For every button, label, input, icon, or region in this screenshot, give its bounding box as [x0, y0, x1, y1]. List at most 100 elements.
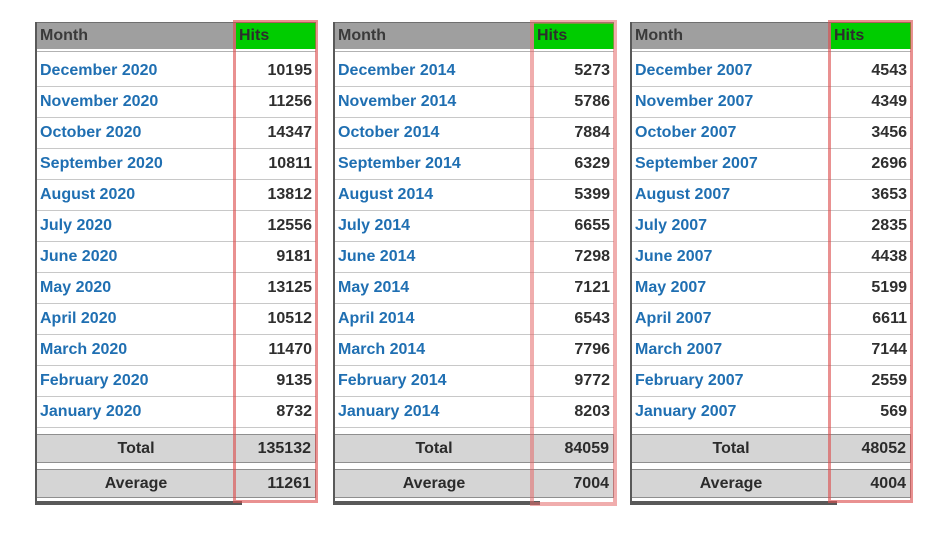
- hits-value: 3456: [871, 124, 907, 141]
- month-link[interactable]: April 2020: [40, 310, 117, 327]
- hits-value: 2559: [871, 372, 907, 389]
- table-row: July 2014 6655: [333, 211, 614, 242]
- month-link[interactable]: October 2014: [338, 124, 440, 141]
- month-link[interactable]: February 2007: [635, 372, 744, 389]
- month-link[interactable]: September 2020: [40, 155, 163, 172]
- hits-value: 9772: [574, 372, 610, 389]
- table-row: December 2014 5273: [333, 56, 614, 87]
- hits-value: 2835: [871, 217, 907, 234]
- table-row: October 2014 7884: [333, 118, 614, 149]
- spacer: [630, 428, 911, 434]
- month-link[interactable]: February 2020: [40, 372, 149, 389]
- table-left-border: [630, 22, 632, 501]
- month-link[interactable]: July 2014: [338, 217, 411, 234]
- month-link[interactable]: December 2014: [338, 62, 456, 79]
- month-link[interactable]: January 2020: [40, 403, 142, 420]
- month-link[interactable]: June 2014: [338, 248, 416, 265]
- month-column-header[interactable]: Month: [630, 23, 831, 49]
- spacer: [35, 463, 316, 469]
- freeze-pane-divider: [630, 49, 911, 56]
- table-row: June 2007 4438: [630, 242, 911, 273]
- table-row: September 2014 6329: [333, 149, 614, 180]
- month-link[interactable]: May 2014: [338, 279, 410, 296]
- month-link[interactable]: March 2007: [635, 341, 723, 358]
- month-column-header[interactable]: Month: [333, 23, 534, 49]
- spacer: [333, 428, 614, 434]
- month-link[interactable]: April 2007: [635, 310, 712, 327]
- month-link[interactable]: January 2007: [635, 403, 737, 420]
- table-row: April 2020 10512: [35, 304, 316, 335]
- month-link[interactable]: June 2020: [40, 248, 118, 265]
- month-link[interactable]: June 2007: [635, 248, 713, 265]
- month-link[interactable]: August 2020: [40, 186, 136, 203]
- month-link[interactable]: August 2007: [635, 186, 731, 203]
- hits-value: 11256: [268, 93, 312, 110]
- hits-column-header[interactable]: Hits: [831, 23, 911, 49]
- month-link[interactable]: October 2007: [635, 124, 737, 141]
- hits-value: 5786: [574, 93, 610, 110]
- month-link[interactable]: September 2007: [635, 155, 758, 172]
- hits-value: 3653: [871, 186, 907, 203]
- average-value: 4004: [870, 474, 906, 492]
- hits-value: 4349: [871, 93, 907, 110]
- hits-value: 7884: [574, 124, 610, 141]
- hits-value: 569: [880, 403, 907, 420]
- table-row: August 2007 3653: [630, 180, 911, 211]
- table-row: December 2020 10195: [35, 56, 316, 87]
- hits-column-header[interactable]: Hits: [534, 23, 614, 49]
- hits-value: 13125: [267, 279, 313, 296]
- month-link[interactable]: November 2014: [338, 93, 457, 110]
- average-value: 7004: [573, 474, 609, 492]
- month-link[interactable]: October 2020: [40, 124, 142, 141]
- total-row: Total 84059: [333, 434, 614, 463]
- table-row: November 2014 5786: [333, 87, 614, 118]
- month-link[interactable]: July 2020: [40, 217, 113, 234]
- hits-value: 10512: [267, 310, 313, 327]
- month-column-header[interactable]: Month: [35, 23, 236, 49]
- month-link[interactable]: July 2007: [635, 217, 708, 234]
- average-label: Average: [104, 474, 168, 492]
- table-row: September 2007 2696: [630, 149, 911, 180]
- average-row: Average 4004: [630, 469, 911, 498]
- hits-value: 14347: [267, 124, 313, 141]
- month-link[interactable]: November 2020: [40, 93, 159, 110]
- table-row: February 2007 2559: [630, 366, 911, 397]
- freeze-pane-divider: [35, 49, 316, 56]
- month-link[interactable]: May 2007: [635, 279, 707, 296]
- month-link[interactable]: September 2014: [338, 155, 461, 172]
- month-link[interactable]: March 2014: [338, 341, 426, 358]
- month-link[interactable]: February 2014: [338, 372, 447, 389]
- month-link[interactable]: December 2007: [635, 62, 753, 79]
- table-row: July 2007 2835: [630, 211, 911, 242]
- hits-value: 12556: [267, 217, 313, 234]
- month-link[interactable]: May 2020: [40, 279, 112, 296]
- month-link[interactable]: April 2014: [338, 310, 415, 327]
- hits-column-header[interactable]: Hits: [236, 23, 316, 49]
- table-left-border: [35, 22, 37, 501]
- hits-value: 6543: [574, 310, 610, 327]
- table-row: May 2014 7121: [333, 273, 614, 304]
- hits-value: 8203: [574, 403, 610, 420]
- average-label: Average: [699, 474, 763, 492]
- table-row: January 2007 569: [630, 397, 911, 428]
- table-row: June 2014 7298: [333, 242, 614, 273]
- total-label: Total: [117, 439, 155, 457]
- month-link[interactable]: December 2020: [40, 62, 158, 79]
- month-link[interactable]: August 2014: [338, 186, 434, 203]
- total-row: Total 48052: [630, 434, 911, 463]
- hits-value: 6655: [574, 217, 610, 234]
- table-row: February 2020 9135: [35, 366, 316, 397]
- hits-value: 10195: [267, 62, 313, 79]
- table-row: January 2014 8203: [333, 397, 614, 428]
- spacer: [35, 428, 316, 434]
- month-link[interactable]: March 2020: [40, 341, 128, 358]
- hits-value: 7796: [574, 341, 610, 358]
- total-value: 84059: [564, 439, 610, 457]
- table-row: November 2007 4349: [630, 87, 911, 118]
- hits-value: 7144: [871, 341, 907, 358]
- total-row: Total 135132: [35, 434, 316, 463]
- month-link[interactable]: November 2007: [635, 93, 754, 110]
- month-link[interactable]: January 2014: [338, 403, 440, 420]
- average-value: 11261: [267, 474, 311, 492]
- total-label: Total: [712, 439, 750, 457]
